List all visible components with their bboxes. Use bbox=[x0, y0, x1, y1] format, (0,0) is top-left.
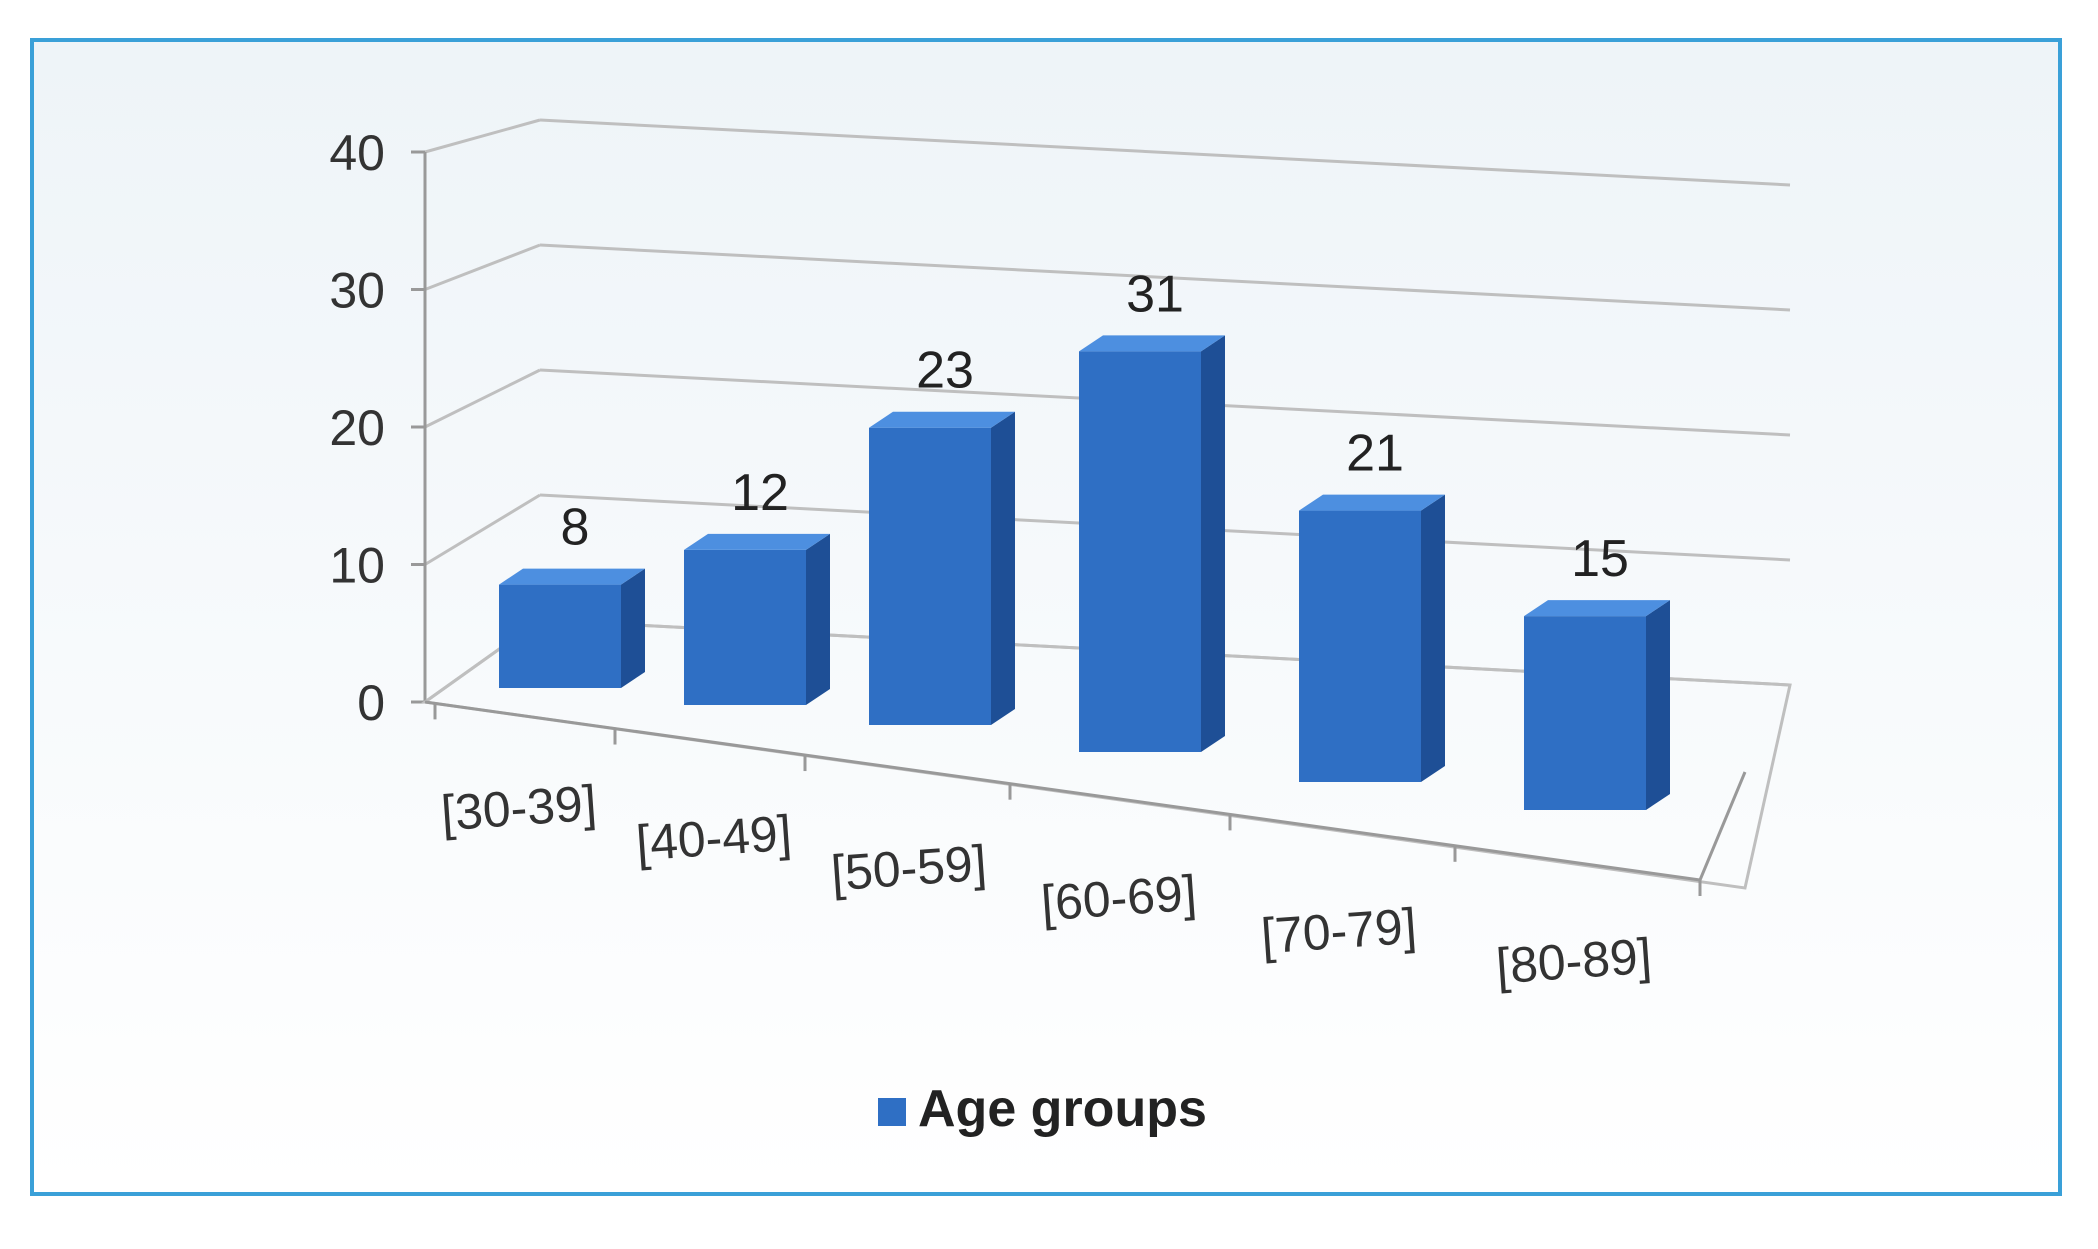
bar-top bbox=[1524, 600, 1670, 617]
legend-swatch bbox=[878, 1098, 906, 1126]
bar-top bbox=[1299, 494, 1445, 511]
x-category-labels: [30-39] [40-49] [50-59] [60-69] [70-79] [80-8… bbox=[439, 775, 1653, 995]
x-category-label: [60-69] bbox=[1039, 865, 1198, 932]
bar-front bbox=[684, 549, 806, 705]
data-label: 12 bbox=[731, 464, 789, 522]
y-tick-label: 10 bbox=[329, 538, 385, 594]
bar-front bbox=[1524, 616, 1646, 810]
bar-layer bbox=[499, 335, 1670, 810]
bar-side bbox=[1201, 335, 1225, 752]
x-category-label: [80-89] bbox=[1494, 928, 1653, 995]
bar bbox=[684, 533, 830, 705]
data-label: 23 bbox=[916, 342, 974, 400]
y-tick-label: 40 bbox=[329, 125, 385, 181]
bar bbox=[499, 568, 645, 688]
floor-right-edge bbox=[1698, 771, 1747, 881]
data-labels: 8 12 23 31 21 15 bbox=[561, 265, 1629, 588]
bar bbox=[869, 411, 1015, 725]
left-wall-gridline bbox=[424, 493, 541, 566]
gridline bbox=[539, 118, 1791, 187]
x-category-label: [30-39] bbox=[439, 775, 598, 842]
legend-label: Age groups bbox=[918, 1080, 1207, 1138]
bar-top bbox=[1079, 335, 1225, 352]
bar-front bbox=[1299, 510, 1421, 782]
y-tick-label: 30 bbox=[329, 263, 385, 319]
data-label: 31 bbox=[1126, 265, 1184, 323]
x-category-label: [70-79] bbox=[1259, 898, 1418, 965]
gridline bbox=[539, 243, 1791, 312]
bar-front bbox=[1079, 351, 1201, 752]
bar-side bbox=[806, 533, 830, 705]
bar-side bbox=[991, 411, 1015, 725]
data-label: 21 bbox=[1346, 425, 1404, 483]
bar-front bbox=[499, 584, 621, 688]
x-category-label: [40-49] bbox=[634, 805, 793, 872]
data-label: 15 bbox=[1571, 530, 1629, 588]
bar-top bbox=[684, 533, 830, 550]
y-tick-labels: 0 10 20 30 40 bbox=[329, 125, 385, 731]
y-tick-label: 20 bbox=[329, 400, 385, 456]
left-wall-gridline bbox=[424, 243, 541, 291]
left-wall-gridline bbox=[424, 118, 541, 154]
x-axis-line bbox=[424, 700, 1701, 882]
chart-frame bbox=[30, 38, 2062, 1196]
bar bbox=[1524, 600, 1670, 810]
y-tick-label: 0 bbox=[357, 675, 385, 731]
bar-side bbox=[621, 568, 645, 688]
bar-top bbox=[869, 411, 1015, 428]
x-category-label: [50-59] bbox=[829, 835, 988, 902]
legend: Age groups bbox=[878, 1080, 1207, 1138]
bar-side bbox=[1421, 494, 1445, 782]
bar-front bbox=[869, 427, 991, 725]
bar-side bbox=[1646, 600, 1670, 810]
bar bbox=[1079, 335, 1225, 752]
bar bbox=[1299, 494, 1445, 782]
left-wall-gridline bbox=[424, 368, 541, 429]
bar-top bbox=[499, 568, 645, 585]
data-label: 8 bbox=[561, 499, 590, 557]
